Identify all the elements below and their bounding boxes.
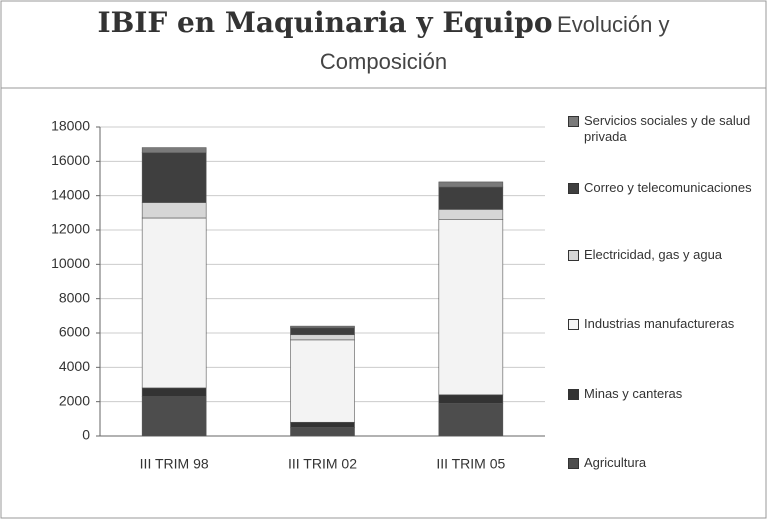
y-tick-label: 2000 xyxy=(59,392,90,408)
bar-segment xyxy=(290,327,355,336)
chart-title: IBIF en Maquinaria y Equipo xyxy=(97,6,553,39)
legend-label: Minas y canteras xyxy=(584,386,683,401)
legend-item: Electricidad, gas y agua xyxy=(568,247,767,263)
y-tick-label: 14000 xyxy=(51,186,90,202)
bar-segment xyxy=(141,387,207,397)
bar-segment xyxy=(290,339,355,423)
legend-swatch xyxy=(568,250,579,261)
bar-segment xyxy=(290,421,355,428)
bar-segment xyxy=(141,147,207,154)
y-tick-label: 4000 xyxy=(59,358,90,374)
bar-segment xyxy=(438,181,504,188)
legend-label: Electricidad, gas y agua xyxy=(584,247,723,262)
bar-segment xyxy=(438,219,504,396)
y-tick-label: 6000 xyxy=(59,324,90,340)
legend-label: Servicios sociales y de salud privada xyxy=(584,113,751,144)
legend-label: Agricultura xyxy=(584,455,647,470)
chart-subtitle: Evolución y Composición xyxy=(319,12,670,74)
bar-segment xyxy=(438,209,504,220)
bar-segment xyxy=(290,427,355,437)
x-tick-label: III TRIM 02 xyxy=(288,456,357,472)
legend-item: Servicios sociales y de salud privada xyxy=(568,113,767,145)
title-block: IBIF en Maquinaria y Equipo Evolución y … xyxy=(40,6,727,82)
bar-segment xyxy=(438,394,504,404)
bar-segment xyxy=(290,325,355,329)
bar-segment xyxy=(438,403,504,437)
legend-label: Correo y telecomunicaciones xyxy=(584,180,752,195)
legend-swatch xyxy=(568,116,579,127)
legend-item: Minas y canteras xyxy=(568,386,767,402)
legend-swatch xyxy=(568,458,579,469)
legend-label: Industrias manufactureras xyxy=(584,316,735,331)
bar-segment xyxy=(141,152,207,203)
legend-swatch xyxy=(568,183,579,194)
legend-item: Industrias manufactureras xyxy=(568,316,767,332)
x-tick-label: III TRIM 98 xyxy=(140,456,209,472)
bar-segment xyxy=(141,202,207,219)
legend-swatch xyxy=(568,389,579,400)
legend-item: Agricultura xyxy=(568,455,767,471)
bar-segment xyxy=(438,186,504,210)
bar-segment xyxy=(290,334,355,341)
legend-swatch xyxy=(568,319,579,330)
y-tick-label: 16000 xyxy=(51,152,90,168)
y-tick-label: 12000 xyxy=(51,221,90,237)
bar-segment xyxy=(141,396,207,437)
y-tick-label: 0 xyxy=(82,427,90,443)
y-tick-label: 8000 xyxy=(59,289,90,305)
bar-segment xyxy=(141,217,207,389)
x-tick-label: III TRIM 05 xyxy=(436,456,505,472)
legend-item: Correo y telecomunicaciones xyxy=(568,180,767,196)
y-tick-label: 10000 xyxy=(51,255,90,271)
y-tick-label: 18000 xyxy=(51,118,90,134)
